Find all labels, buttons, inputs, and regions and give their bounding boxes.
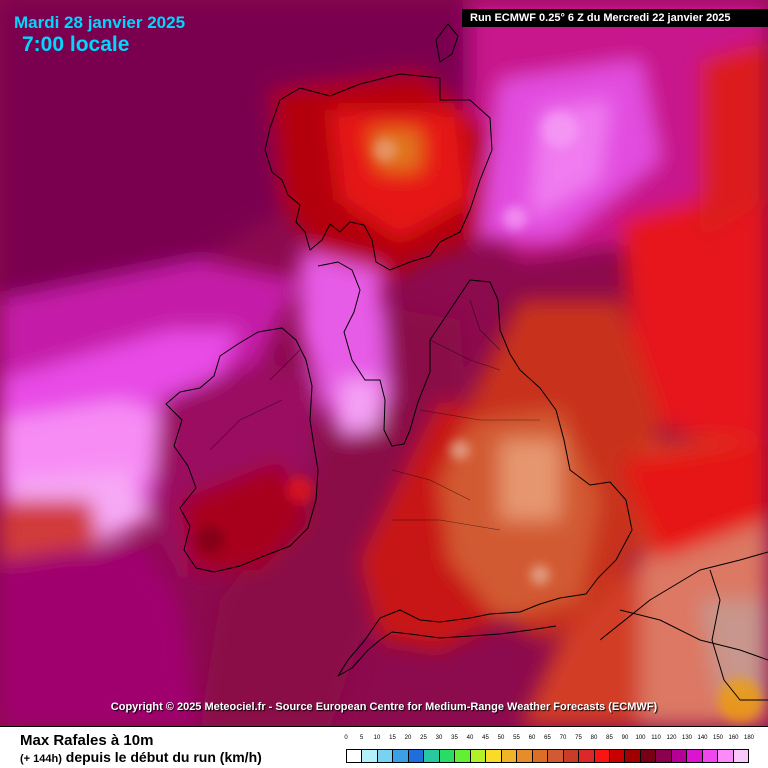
legend-label: 10 <box>373 735 381 741</box>
legend-swatch <box>439 750 456 762</box>
legend-swatch <box>501 750 518 762</box>
legend-label: 20 <box>404 735 412 741</box>
legend-swatch <box>594 750 610 762</box>
legend-swatch <box>347 750 363 762</box>
legend-label: 50 <box>497 735 505 741</box>
legend-label: 160 <box>728 735 739 741</box>
legend-swatch <box>625 750 641 762</box>
legend-swatch <box>424 750 440 762</box>
legend-label: 0 <box>344 735 348 741</box>
legend-swatch <box>733 750 749 762</box>
map-title: Max Rafales à 10m <box>20 732 154 749</box>
legend-label: 140 <box>697 735 708 741</box>
legend-swatch <box>393 750 409 762</box>
legend-label: 80 <box>590 735 598 741</box>
legend-label: 75 <box>575 735 582 741</box>
legend-label: 110 <box>651 735 661 741</box>
legend-swatch <box>579 750 595 762</box>
map-subtitle: (+ 144h) depuis le début du run (km/h) <box>20 749 262 765</box>
color-scale: 0 5 10 15 20 25 30 35 40 45 50 55 60 65 70 75 80 85 90 100 1… <box>338 735 755 765</box>
forecast-date: Mardi 28 janvier 2025 <box>14 13 186 32</box>
legend-label: 55 <box>513 735 520 741</box>
wind-gust-map <box>0 0 768 726</box>
legend-label: 25 <box>420 735 427 741</box>
color-scale-swatches <box>346 749 749 763</box>
legend-swatch <box>377 750 394 762</box>
legend-label: 60 <box>528 735 536 741</box>
map-units: depuis le début du run (km/h) <box>65 749 262 765</box>
legend-swatch <box>656 750 672 762</box>
legend-label: 100 <box>635 735 646 741</box>
legend-label: 150 <box>712 735 724 741</box>
legend-label: 85 <box>606 735 613 741</box>
legend-bar: Max Rafales à 10m (+ 144h) depuis le déb… <box>0 726 768 768</box>
legend-swatch <box>362 750 378 762</box>
color-scale-labels: 0 5 10 15 20 25 30 35 40 45 50 55 60 65 70 75 80 85 90 100 1… <box>338 735 755 747</box>
legend-swatch <box>548 750 564 762</box>
legend-label: 130 <box>681 735 693 741</box>
legend-label: 15 <box>389 735 396 741</box>
legend-swatch <box>455 750 471 762</box>
legend-label: 180 <box>743 735 755 741</box>
legend-swatch <box>517 750 533 762</box>
legend-swatch <box>486 750 502 762</box>
forecast-hours: (+ 144h) <box>20 753 62 765</box>
legend-label: 45 <box>482 735 489 741</box>
legend-swatch <box>640 750 657 762</box>
forecast-time: 7:00 locale <box>22 33 130 56</box>
legend-swatch <box>470 750 487 762</box>
legend-swatch <box>671 750 688 762</box>
legend-label: 35 <box>451 735 458 741</box>
legend-label: 65 <box>544 735 551 741</box>
legend-swatch <box>702 750 719 762</box>
legend-swatch <box>532 750 549 762</box>
legend-label: 30 <box>435 735 443 741</box>
legend-swatch <box>609 750 626 762</box>
legend-swatch <box>563 750 580 762</box>
legend-label: 5 <box>359 735 364 741</box>
legend-label: 40 <box>466 735 474 741</box>
legend-label: 70 <box>559 735 567 741</box>
legend-swatch <box>687 750 703 762</box>
legend-swatch <box>718 750 734 762</box>
legend-swatch <box>408 750 425 762</box>
copyright-notice: Copyright © 2025 Meteociel.fr - Source E… <box>110 701 658 713</box>
legend-label: 90 <box>621 735 629 741</box>
model-run-label: Run ECMWF 0.25° 6 Z du Mercredi 22 janvi… <box>462 9 768 27</box>
legend-label: 120 <box>666 735 677 741</box>
